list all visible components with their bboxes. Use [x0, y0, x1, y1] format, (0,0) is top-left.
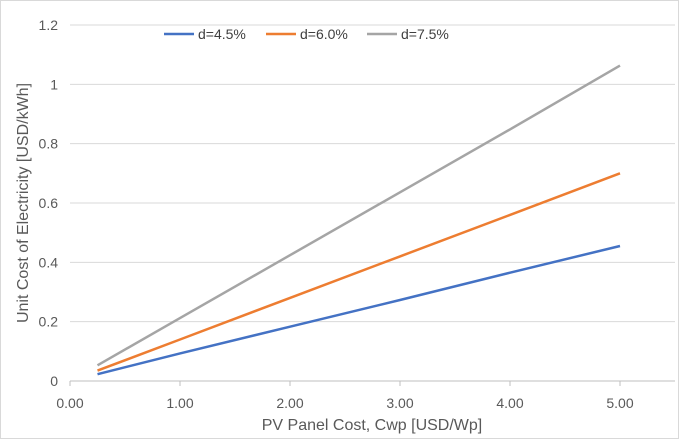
x-tick-label: 5.00 — [606, 395, 633, 411]
x-tick-label: 0.00 — [56, 395, 83, 411]
axes: 0 0.2 0.4 0.6 0.8 1 1.2 0.00 1.00 2.00 3.00 4.00 5.0… — [39, 17, 675, 411]
legend: d=4.5% d=6.0% d=7.5% — [164, 26, 449, 42]
y-tick-label: 1.2 — [39, 17, 59, 33]
x-tick-label: 3.00 — [386, 395, 413, 411]
legend-label: d=4.5% — [198, 26, 246, 42]
x-tick-label: 4.00 — [496, 395, 523, 411]
series-lines — [96, 64, 621, 376]
x-tick-label: 2.00 — [276, 395, 303, 411]
series-line-3 — [96, 64, 621, 367]
y-tick-label: 0.8 — [39, 136, 59, 152]
legend-label: d=7.5% — [401, 26, 449, 42]
x-tick-label: 1.00 — [166, 395, 193, 411]
gridlines — [70, 24, 675, 323]
y-tick-label: 1 — [50, 76, 58, 92]
y-tick-label: 0.4 — [39, 254, 59, 270]
y-tick-label: 0.2 — [39, 314, 59, 330]
legend-label: d=6.0% — [300, 26, 348, 42]
y-axis-title: Unit Cost of Electricity [USD/kWh] — [15, 83, 32, 323]
x-axis-title: PV Panel Cost, Cwp [USD/Wp] — [262, 417, 483, 434]
series-line-1 — [97, 244, 621, 376]
y-tick-label: 0 — [50, 373, 58, 389]
series-line-2 — [97, 172, 621, 372]
y-tick-label: 0.6 — [39, 195, 59, 211]
